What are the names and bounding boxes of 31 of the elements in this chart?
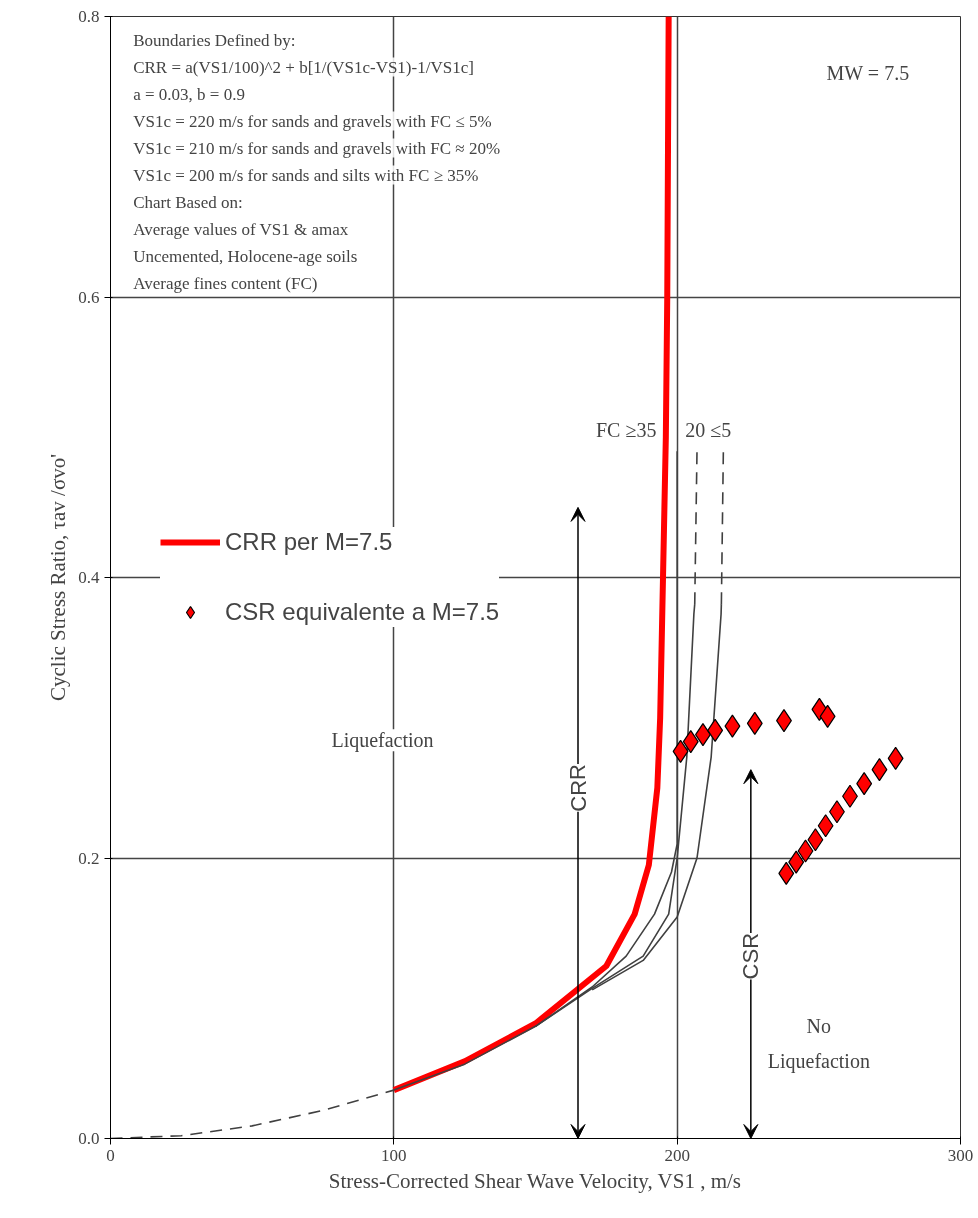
x-axis-title: Stress-Corrected Shear Wave Velocity, VS1 , m/s [328,1168,742,1193]
annotation: MW = 7.5 [826,61,910,84]
annotation: CSR [738,932,764,980]
x-tick-label: 0 [106,1145,115,1165]
annotation: VS1c = 220 m/s for sands and gravels with FC ≤ 5% [133,111,492,131]
annotation: Chart Based on: [133,192,243,212]
annotation: FC ≥35 [595,419,657,442]
annotation: CRR [565,764,591,812]
annotation: Average values of VS1 & amax [133,219,349,239]
annotation: CRR = a(VS1/100)^2 + b[1/(VS1c-VS1)-1/VS1c] [133,57,474,77]
y-tick-label: 0.8 [78,7,100,26]
y-tick-label: 0.0 [78,1129,100,1148]
annotation: Liquefaction [331,729,434,753]
x-tick-label: 100 [381,1145,407,1165]
annotation: a = 0.03, b = 0.9 [133,84,245,104]
y-tick-label: 0.6 [78,287,100,307]
x-tick-label: 300 [947,1145,974,1165]
annotation: Uncemented, Holocene-age soils [133,246,358,266]
annotation: 20 ≤5 [685,419,732,442]
annotation: No [806,1015,832,1038]
y-tick-label: 0.4 [78,568,100,587]
x-tick-label: 200 [664,1145,690,1165]
annotation: Liquefaction [767,1050,870,1074]
legend-label: CSR equivalente a M=7.5 [225,598,500,626]
legend-label: CRR per M=7.5 [225,528,393,556]
annotation: VS1c = 210 m/s for sands and gravels with FC ≈ 20% [133,138,501,158]
annotation: VS1c = 200 m/s for sands and silts with FC ≥ 35% [133,165,479,185]
annotation: Average fines content (FC) [133,273,318,293]
annotation: Boundaries Defined by: [133,30,296,50]
y-axis-title: Cyclic Stress Ratio, τav /σvo' [46,454,71,701]
y-tick-label: 0.2 [78,848,100,868]
